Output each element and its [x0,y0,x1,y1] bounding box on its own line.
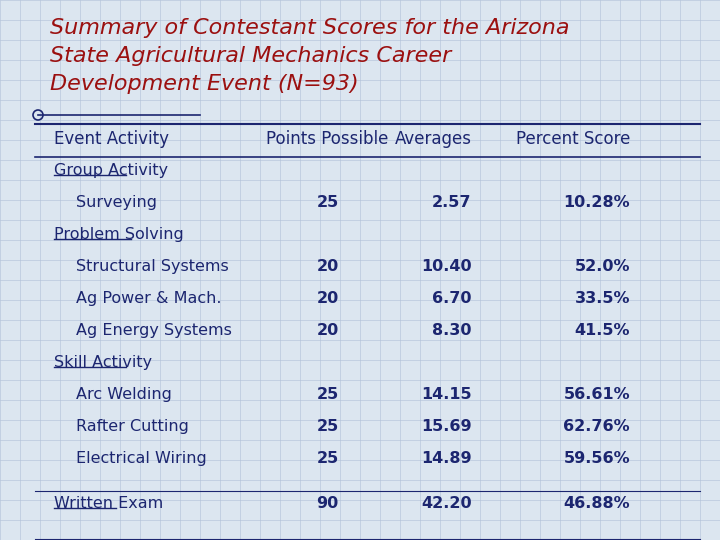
Text: Development Event (N=93): Development Event (N=93) [50,74,359,94]
Text: 56.61%: 56.61% [563,387,630,402]
Text: 20: 20 [317,259,338,274]
Text: State Agricultural Mechanics Career: State Agricultural Mechanics Career [50,46,451,66]
Text: 52.0%: 52.0% [575,259,630,274]
Text: 62.76%: 62.76% [563,419,630,434]
Text: 15.69: 15.69 [421,419,472,434]
Text: Averages: Averages [395,130,472,148]
Text: 25: 25 [317,387,338,402]
Text: 46.88%: 46.88% [563,496,630,511]
Text: Structural Systems: Structural Systems [76,259,229,274]
Text: Surveying: Surveying [76,195,157,210]
Text: 10.40: 10.40 [421,259,472,274]
Text: 20: 20 [317,291,338,306]
Text: Written Exam: Written Exam [54,496,163,511]
Text: 25: 25 [317,419,338,434]
Text: 6.70: 6.70 [432,291,472,306]
Text: Ag Power & Mach.: Ag Power & Mach. [76,291,222,306]
Text: Electrical Wiring: Electrical Wiring [76,451,207,466]
Text: 25: 25 [317,195,338,210]
Text: 42.20: 42.20 [421,496,472,511]
Text: Event Activity: Event Activity [54,130,169,148]
Text: 14.89: 14.89 [421,451,472,466]
Text: Percent Score: Percent Score [516,130,630,148]
Text: 25: 25 [317,451,338,466]
Text: Problem Solving: Problem Solving [54,227,184,242]
Text: Arc Welding: Arc Welding [76,387,172,402]
Text: Group Activity: Group Activity [54,163,168,178]
Text: 41.5%: 41.5% [575,323,630,338]
Text: 14.15: 14.15 [421,387,472,402]
Text: Ag Energy Systems: Ag Energy Systems [76,323,232,338]
Text: Summary of Contestant Scores for the Arizona: Summary of Contestant Scores for the Ari… [50,18,570,38]
Text: Skill Activity: Skill Activity [54,355,152,370]
Text: 90: 90 [317,496,338,511]
Text: 59.56%: 59.56% [563,451,630,466]
Text: 33.5%: 33.5% [575,291,630,306]
Text: Points Possible: Points Possible [266,130,389,148]
Text: 2.57: 2.57 [432,195,472,210]
Text: 8.30: 8.30 [432,323,472,338]
Text: 10.28%: 10.28% [563,195,630,210]
Text: 20: 20 [317,323,338,338]
Text: Rafter Cutting: Rafter Cutting [76,419,189,434]
